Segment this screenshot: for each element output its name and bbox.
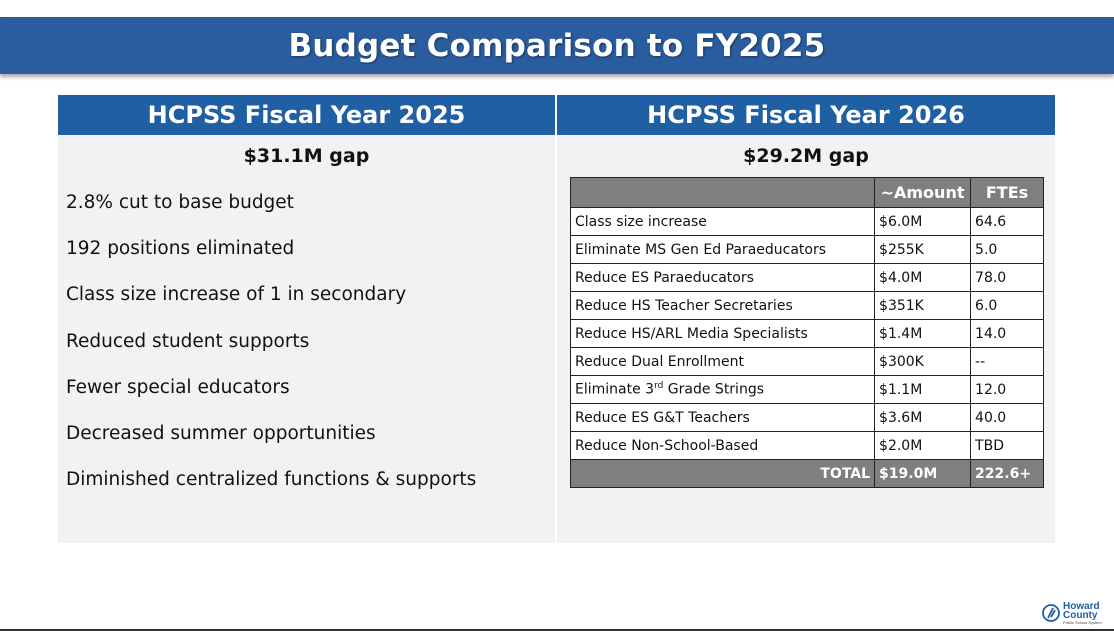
column-header-amount: ~Amount bbox=[874, 177, 972, 208]
row-item-text: Eliminate 3 bbox=[575, 381, 655, 398]
row-amount: $255K bbox=[874, 235, 972, 264]
logo-wordmark: Howard County Public School System bbox=[1063, 600, 1102, 625]
column-header-ftes: FTEs bbox=[970, 177, 1044, 208]
table-row: Reduce HS Teacher Secretaries $351K 6.0 bbox=[569, 291, 1044, 320]
table-row: Reduce Non-School-Based $2.0M TBD bbox=[569, 431, 1044, 460]
row-ftes: 5.0 bbox=[970, 235, 1044, 264]
fy2026-gap: $29.2M gap bbox=[743, 145, 869, 167]
fy2025-panel: HCPSS Fiscal Year 2025 $31.1M gap 2.8% c… bbox=[58, 95, 555, 543]
row-amount: $2.0M bbox=[874, 431, 972, 460]
table-row: Eliminate 3rd Grade Strings $1.1M 12.0 bbox=[569, 375, 1044, 404]
row-item: Reduce ES Paraeducators bbox=[569, 263, 876, 292]
row-item: Reduce HS/ARL Media Specialists bbox=[569, 319, 876, 348]
total-amount: $19.0M bbox=[874, 459, 972, 488]
total-ftes: 222.6+ bbox=[970, 459, 1044, 488]
logo-line-county: County bbox=[1063, 609, 1098, 621]
table-row: Reduce ES Paraeducators $4.0M 78.0 bbox=[569, 263, 1044, 292]
fy2026-panel: HCPSS Fiscal Year 2026 $29.2M gap ~Amoun… bbox=[557, 95, 1055, 543]
row-amount: $6.0M bbox=[874, 207, 972, 236]
row-ftes: 78.0 bbox=[970, 263, 1044, 292]
list-item: Fewer special educators bbox=[66, 376, 290, 398]
row-amount: $4.0M bbox=[874, 263, 972, 292]
budget-reductions-table: ~Amount FTEs Class size increase $6.0M 6… bbox=[569, 177, 1044, 488]
hcpss-logo-icon bbox=[1042, 604, 1060, 622]
row-item: Reduce HS Teacher Secretaries bbox=[569, 291, 876, 320]
row-amount: $351K bbox=[874, 291, 972, 320]
list-item: Reduced student supports bbox=[66, 330, 310, 352]
table-row: Eliminate MS Gen Ed Paraeducators $255K … bbox=[569, 235, 1044, 264]
table-row: Reduce Dual Enrollment $300K -- bbox=[569, 347, 1044, 376]
row-item: Reduce Dual Enrollment bbox=[569, 347, 876, 376]
row-ftes: 12.0 bbox=[970, 375, 1044, 404]
row-item: Eliminate MS Gen Ed Paraeducators bbox=[569, 235, 876, 264]
row-amount: $1.4M bbox=[874, 319, 972, 348]
row-item-text-end: Grade Strings bbox=[663, 381, 765, 398]
list-item: Diminished centralized functions & suppo… bbox=[66, 469, 477, 491]
logo-line-system: Public School System bbox=[1063, 619, 1102, 625]
row-amount: $300K bbox=[874, 347, 972, 376]
row-ftes: -- bbox=[970, 347, 1044, 376]
list-item: Class size increase of 1 in secondary bbox=[66, 284, 407, 306]
total-label: TOTAL bbox=[569, 459, 876, 488]
row-amount: $3.6M bbox=[874, 403, 972, 432]
list-item: Decreased summer opportunities bbox=[66, 422, 376, 444]
slide-title: Budget Comparison to FY2025 bbox=[288, 27, 826, 64]
row-item: Reduce ES G&T Teachers bbox=[569, 403, 876, 432]
row-item-superscript: rd bbox=[654, 381, 664, 392]
row-ftes: 14.0 bbox=[970, 319, 1044, 348]
title-bar: Budget Comparison to FY2025 bbox=[0, 17, 1114, 74]
row-ftes: 64.6 bbox=[970, 207, 1044, 236]
table-header-row: ~Amount FTEs bbox=[569, 177, 1044, 208]
table-total-row: TOTAL $19.0M 222.6+ bbox=[569, 459, 1044, 488]
row-item: Eliminate 3rd Grade Strings bbox=[569, 375, 876, 404]
table-row: Reduce ES G&T Teachers $3.6M 40.0 bbox=[569, 403, 1044, 432]
column-header-item bbox=[569, 177, 876, 208]
fy2025-gap: $31.1M gap bbox=[243, 145, 370, 167]
footer-divider bbox=[0, 629, 1114, 631]
list-item: 192 positions eliminated bbox=[66, 238, 295, 260]
row-item: Reduce Non-School-Based bbox=[569, 431, 876, 460]
fy2026-heading: HCPSS Fiscal Year 2026 bbox=[557, 95, 1055, 135]
logo-line-howard: Howard bbox=[1063, 600, 1100, 612]
list-item: 2.8% cut to base budget bbox=[66, 192, 294, 213]
row-ftes: 40.0 bbox=[970, 403, 1044, 432]
fy2025-heading: HCPSS Fiscal Year 2025 bbox=[58, 95, 555, 135]
table-row: Class size increase $6.0M 64.6 bbox=[569, 207, 1044, 236]
row-ftes: 6.0 bbox=[970, 291, 1044, 320]
row-item: Class size increase bbox=[569, 207, 876, 236]
hcpss-logo: Howard County Public School System bbox=[1042, 600, 1112, 626]
row-amount: $1.1M bbox=[874, 375, 972, 404]
fy2025-bullet-list: 2.8% cut to base budget 192 positions el… bbox=[66, 191, 476, 514]
row-ftes: TBD bbox=[970, 431, 1044, 460]
table-row: Reduce HS/ARL Media Specialists $1.4M 14… bbox=[569, 319, 1044, 348]
